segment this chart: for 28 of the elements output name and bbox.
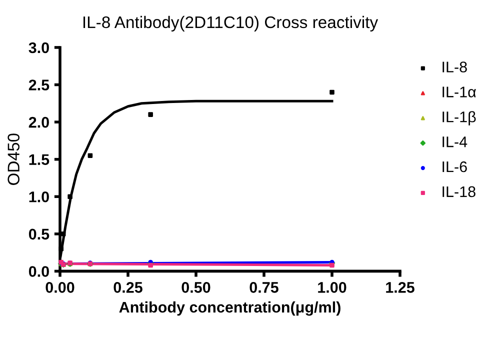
y-tick-label: 1.5 (29, 154, 50, 166)
y-axis-title: OD450 (8, 134, 20, 185)
y-tick-label: 0.0 (28, 266, 49, 277)
legend-label: IL-6 (442, 161, 467, 172)
point (68, 194, 72, 200)
y-tick-label: 0.5 (28, 228, 50, 240)
y-tick-label: 2.0 (28, 116, 49, 128)
point (58, 246, 64, 252)
x-tick-label: 0.75 (250, 282, 278, 293)
x-axis-title: Antibody concentration(μg/ml) (119, 301, 340, 316)
x-tick-label: 1.25 (386, 282, 414, 293)
legend-label: IL-18 (442, 186, 476, 198)
chart-title: IL-8 Antibody(2D11C10) Cross reactivity (83, 16, 378, 32)
point (148, 112, 153, 117)
legend-label: IL-8 (442, 62, 467, 72)
legend-label: IL-1β (442, 111, 476, 126)
y-tick-label: 3.0 (28, 42, 49, 54)
legend-label: IL-1α (442, 86, 476, 98)
legend-label: IL-4 (442, 136, 468, 148)
point (330, 90, 334, 95)
point (88, 153, 93, 158)
x-tick-label: 0.50 (182, 282, 210, 293)
x-tick-label: 0.25 (114, 282, 142, 293)
y-tick-label: 1.0 (29, 191, 49, 202)
point (60, 232, 66, 236)
x-tick-label: 0.00 (46, 282, 74, 293)
y-tick-label: 2.5 (28, 80, 50, 90)
x-tick-label: 1.00 (318, 282, 346, 293)
